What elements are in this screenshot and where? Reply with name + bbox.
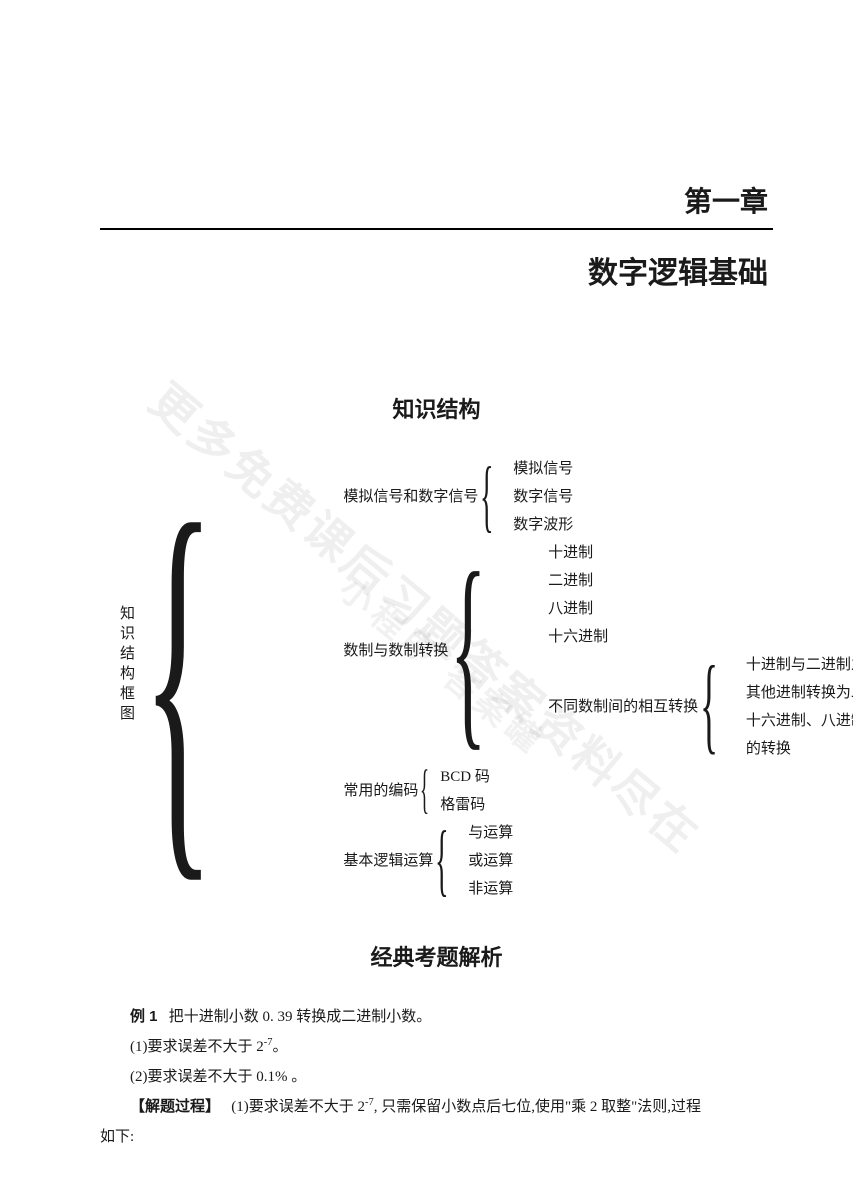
brace-icon: {	[142, 461, 215, 893]
tree-node-label: 十六进制、八进制和二进制间	[746, 709, 853, 730]
tree-node-label: 数字信号	[513, 485, 575, 506]
tree-node-label: 常用的编码	[343, 779, 420, 800]
tree-subtree: { 与运算或运算非运算	[435, 818, 515, 900]
brace-icon: {	[700, 651, 718, 759]
tree-subtree: { 模拟信号数字信号数字波形	[480, 454, 575, 536]
tree-root-label: 知识结构框图	[120, 604, 136, 724]
example-solution: 【解题过程】 (1)要求误差不大于 2-7, 只需保留小数点后七位,使用"乘 2…	[100, 1092, 773, 1122]
tree-node: 不同数制间的相互转换{ 十进制与二进制之间的相互转换其他进制转换为二进制十六进制、…	[548, 650, 853, 760]
tree-node-label: 十六进制	[548, 625, 610, 646]
tree-node: 或运算	[468, 846, 515, 872]
tree-subtree: {十进制二进制八进制十六进制不同数制间的相互转换{十进制与二进制之间的相互转换其…	[450, 538, 853, 760]
tree-node-label: 其他进制转换为二进制	[746, 681, 853, 702]
tree-node-label: 八进制	[548, 597, 595, 618]
tree-node: 八进制	[548, 594, 853, 620]
section-heading-examples: 经典考题解析	[100, 940, 773, 972]
solution-label: 【解题过程】	[130, 1098, 220, 1115]
example-item-1: (1)要求误差不大于 2-7。	[100, 1032, 773, 1062]
brace-icon: {	[450, 541, 486, 757]
tree-node-label: 基本逻辑运算	[343, 849, 435, 870]
tree-node-label: 或运算	[468, 849, 515, 870]
tree-node-label: 不同数制间的相互转换	[548, 695, 700, 716]
example-number: 例 1	[130, 1008, 158, 1025]
section-heading-structure: 知识结构	[100, 392, 773, 424]
tree-subtree: { 十进制与二进制之间的相互转换其他进制转换为二进制十六进制、八进制和二进制间的转…	[700, 650, 853, 760]
tree-node: 二进制	[548, 566, 853, 592]
chapter-subtitle: 数字逻辑基础	[100, 248, 773, 292]
example-block: 例 1 把十进制小数 0. 39 转换成二进制小数。 (1)要求误差不大于 2-…	[100, 1002, 773, 1152]
tree-node: 与运算	[468, 818, 515, 844]
tree-node: 格雷码	[440, 790, 492, 816]
tree-node: 的转换	[746, 734, 853, 760]
tree-node-label: 模拟信号和数字信号	[343, 485, 480, 506]
example-solution-cont: 如下:	[100, 1122, 773, 1152]
knowledge-structure-tree: 知识结构框图 {模拟信号和数字信号{模拟信号数字信号数字波形数制与数制转换{十进…	[120, 454, 773, 900]
example-item-2: (2)要求误差不大于 0.1% 。	[100, 1062, 773, 1092]
tree-node: 模拟信号和数字信号{ 模拟信号数字信号数字波形	[343, 454, 853, 536]
example-statement: 把十进制小数 0. 39 转换成二进制小数。	[169, 1009, 432, 1025]
brace-icon: {	[480, 455, 494, 536]
chapter-title: 第一章	[100, 180, 773, 220]
tree-node-label: 的转换	[746, 737, 793, 758]
tree-node-label: 模拟信号	[513, 457, 575, 478]
tree-node: 数字波形	[513, 510, 575, 536]
tree-node-label: 十进制与二进制之间的相互转换	[746, 653, 853, 674]
tree-node: 基本逻辑运算{ 与运算或运算非运算	[343, 818, 853, 900]
tree-node-label: 数制与数制转换	[343, 639, 450, 660]
tree-node: 十进制	[548, 538, 853, 564]
tree-subtree: {BCD 码格雷码	[420, 762, 492, 816]
tree-node: 其他进制转换为二进制	[746, 678, 853, 704]
example-title: 例 1 把十进制小数 0. 39 转换成二进制小数。	[100, 1002, 773, 1032]
brace-icon: {	[435, 819, 449, 900]
brace-icon: {	[420, 762, 429, 816]
tree-node-label: 格雷码	[440, 793, 487, 814]
tree-node: 数字信号	[513, 482, 575, 508]
tree-node: 十六进制、八进制和二进制间	[746, 706, 853, 732]
tree-node-label: 十进制	[548, 541, 595, 562]
tree-node-label: 二进制	[548, 569, 595, 590]
tree-node: 数制与数制转换{十进制二进制八进制十六进制不同数制间的相互转换{十进制与二进制之…	[343, 538, 853, 760]
tree-node-label: 与运算	[468, 821, 515, 842]
tree-node-label: 非运算	[468, 877, 515, 898]
tree-node: 模拟信号	[513, 454, 575, 480]
tree-node: 十进制与二进制之间的相互转换	[746, 650, 853, 676]
title-rule	[100, 228, 773, 230]
tree-node-label: 数字波形	[513, 513, 575, 534]
tree-node: 常用的编码{BCD 码格雷码	[343, 762, 853, 816]
tree-node: 非运算	[468, 874, 515, 900]
page-content: 第一章 数字逻辑基础 知识结构 知识结构框图 {模拟信号和数字信号{模拟信号数字…	[0, 0, 853, 1192]
